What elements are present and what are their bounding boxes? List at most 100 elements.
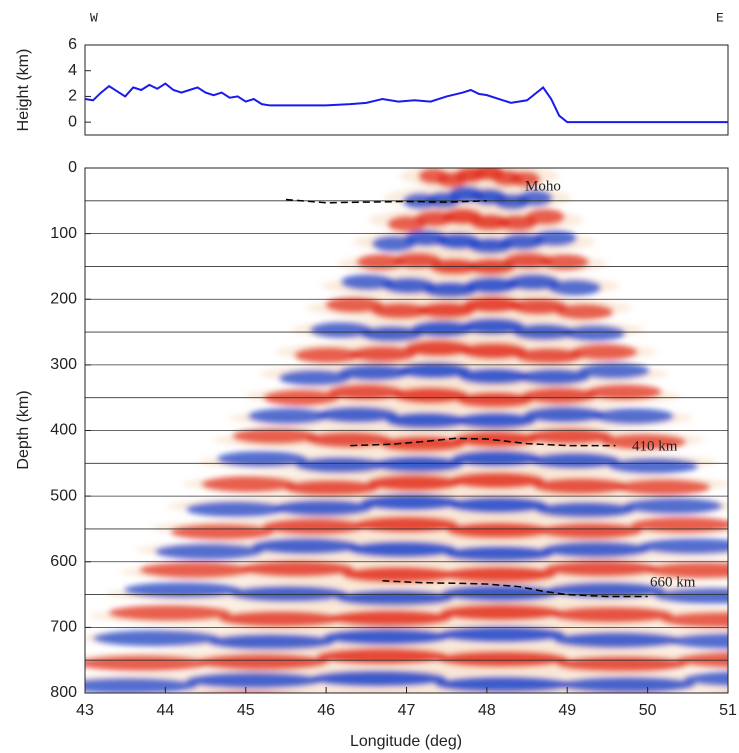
wave-band xyxy=(273,499,373,516)
x-axis-label: Longitude (deg) xyxy=(350,733,462,750)
wave-band xyxy=(373,456,464,473)
y-tick-label: 0 xyxy=(68,159,77,176)
wave-band xyxy=(417,302,476,319)
y-tick-label: 700 xyxy=(50,619,77,636)
wave-band xyxy=(562,325,626,342)
wave-band xyxy=(392,387,469,404)
wavefield xyxy=(85,168,728,716)
wave-band xyxy=(525,208,565,225)
wave-band xyxy=(562,695,703,711)
wave-band xyxy=(349,346,417,363)
y-tick-label: 300 xyxy=(50,356,77,373)
wave-band xyxy=(340,274,395,291)
wave-band xyxy=(444,545,554,562)
wave-band xyxy=(385,412,467,429)
x-tick-label: 51 xyxy=(719,702,737,719)
wave-band xyxy=(518,368,590,385)
wave-band xyxy=(441,585,560,602)
wave-band xyxy=(547,279,602,296)
wave-band xyxy=(555,303,614,320)
y-tick-label: 4 xyxy=(68,62,77,79)
wave-band xyxy=(515,347,583,364)
wave-band xyxy=(532,478,628,495)
wave-band xyxy=(278,369,351,386)
wave-band xyxy=(123,582,242,599)
wave-band xyxy=(559,676,696,693)
wave-band xyxy=(503,252,553,269)
wave-band xyxy=(329,610,452,627)
wave-band xyxy=(170,523,275,540)
wave-band xyxy=(325,296,384,313)
wave-band xyxy=(327,384,405,401)
wave-band xyxy=(509,298,568,315)
interface-line xyxy=(350,437,616,447)
wave-band xyxy=(434,676,572,693)
wave-band xyxy=(577,362,650,379)
wave-band xyxy=(668,633,728,650)
wave-band xyxy=(438,626,566,643)
wave-band xyxy=(524,406,606,423)
wave-band xyxy=(201,476,297,493)
wave-band xyxy=(404,340,472,357)
wave-band xyxy=(393,252,442,269)
wave-band xyxy=(316,648,449,665)
wave-band xyxy=(653,587,728,604)
interface-line xyxy=(382,580,648,598)
x-tick-label: 48 xyxy=(478,702,496,719)
wave-band xyxy=(541,541,651,558)
wave-band xyxy=(229,585,348,602)
wave-band xyxy=(284,479,380,496)
wave-band xyxy=(218,611,342,628)
wave-band xyxy=(506,274,560,291)
wave-band xyxy=(439,604,563,621)
interface-label: 410 km xyxy=(632,438,678,454)
wave-band xyxy=(186,672,323,689)
wave-band xyxy=(517,190,553,207)
wave-band xyxy=(335,589,454,606)
wave-band xyxy=(348,541,457,558)
wave-band xyxy=(660,611,728,628)
y-tick-label: 500 xyxy=(50,487,77,504)
wave-halo xyxy=(219,691,659,693)
wave-band xyxy=(532,230,577,247)
x-tick-label: 46 xyxy=(317,702,335,719)
x-tick-label: 49 xyxy=(558,702,576,719)
y-tick-label: 800 xyxy=(50,684,77,701)
wave-band xyxy=(553,632,681,649)
east-label: E xyxy=(716,10,724,25)
wave-band xyxy=(448,497,548,514)
wave-band xyxy=(154,543,264,560)
wave-band xyxy=(92,630,220,647)
wave-band xyxy=(139,562,253,579)
wave-band xyxy=(510,171,541,188)
wave-band xyxy=(615,479,711,496)
wave-band xyxy=(585,384,662,401)
wave-band xyxy=(185,501,286,518)
y-tick-label: 600 xyxy=(50,553,77,570)
wave-band xyxy=(360,494,461,511)
wave-band xyxy=(600,433,687,450)
wave-band xyxy=(683,671,728,687)
wave-band xyxy=(570,344,638,361)
wave-band xyxy=(85,677,199,693)
wave-band xyxy=(398,362,471,379)
wave-band xyxy=(216,450,308,467)
x-tick-label: 47 xyxy=(398,702,416,719)
wave-band xyxy=(449,472,545,489)
wave-band xyxy=(433,700,574,716)
wave-band xyxy=(436,651,569,668)
wave-band xyxy=(323,628,451,645)
west-label: W xyxy=(90,10,98,25)
y-axis-label: Height (km) xyxy=(15,49,32,132)
wave-band xyxy=(207,633,336,650)
wave-band xyxy=(251,538,361,555)
wave-band xyxy=(454,412,536,429)
wave-band xyxy=(623,497,723,514)
x-tick-label: 43 xyxy=(76,702,94,719)
y-axis-label: Depth (km) xyxy=(15,390,32,469)
y-tick-label: 0 xyxy=(68,113,77,130)
wave-band xyxy=(645,562,728,579)
wave-band xyxy=(540,254,590,271)
